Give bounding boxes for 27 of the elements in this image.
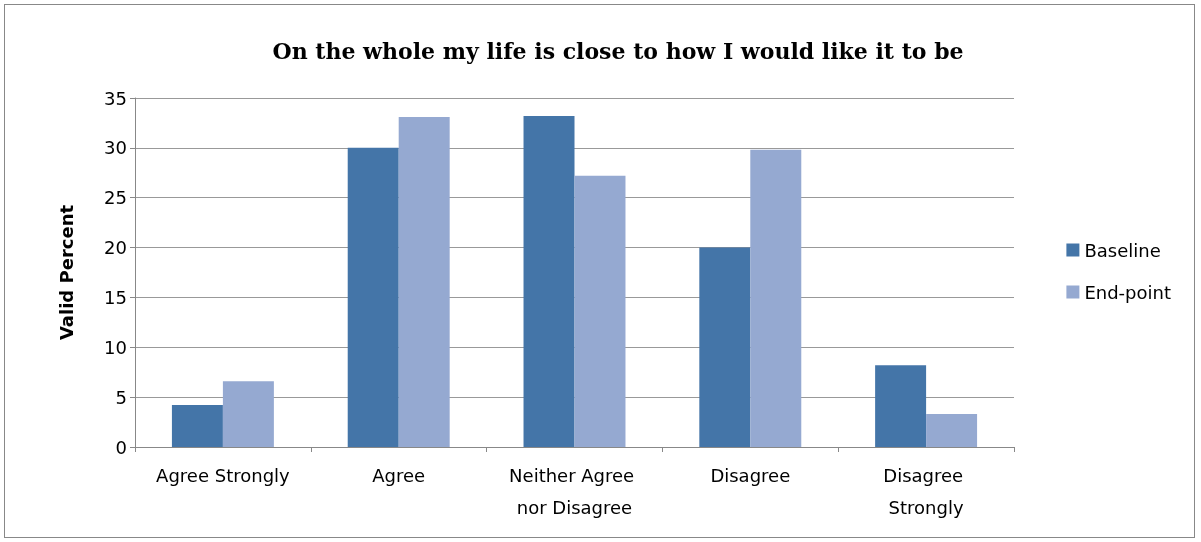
chart-title: On the whole my life is close to how I would like it to be: [272, 38, 964, 64]
bar: [875, 365, 927, 447]
y-tick-label: 20: [104, 237, 127, 259]
bar: [398, 116, 450, 447]
y-tick-label: 15: [104, 286, 127, 308]
bar: [171, 405, 223, 447]
bar: [523, 115, 575, 447]
x-tick-label: Agree Strongly: [156, 464, 291, 486]
x-tick-label: Agree: [372, 464, 426, 486]
bar: [347, 147, 399, 447]
bar: [699, 247, 751, 447]
y-tick-label: 25: [104, 187, 127, 209]
bar: [750, 149, 802, 447]
bar: [574, 175, 626, 447]
x-tick-label: Neither Agree nor Disagree: [509, 464, 640, 518]
legend-label: Baseline: [1084, 239, 1161, 261]
x-tick-label: Disagree: [710, 464, 791, 486]
y-tick-label: 10: [104, 336, 127, 358]
y-tick-label: 35: [104, 87, 127, 109]
bar: [926, 414, 978, 447]
y-tick-label: 0: [115, 436, 127, 458]
bar: [222, 381, 274, 447]
y-tick-label: 30: [104, 137, 127, 159]
x-tick-label: Disagree Strongly: [883, 464, 969, 518]
y-tick-label: 5: [115, 386, 127, 408]
legend-label: End-point: [1084, 281, 1171, 303]
y-axis-title: Valid Percent: [55, 204, 77, 341]
